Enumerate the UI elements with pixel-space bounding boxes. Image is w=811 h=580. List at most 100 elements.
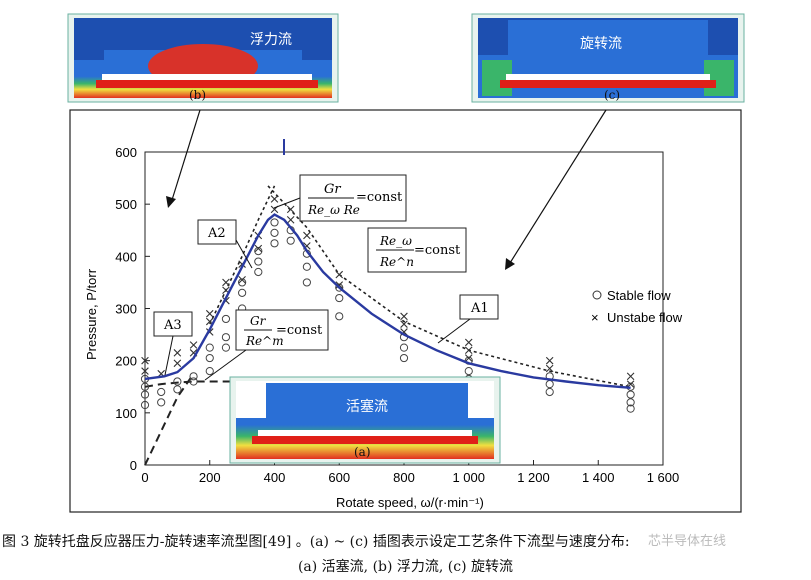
formula-1: Gr Re_ω Re =const	[273, 174, 407, 222]
inset-c-label: (c)	[604, 88, 620, 102]
x-tick-label: 400	[264, 470, 286, 485]
stable-flow-point	[238, 288, 247, 297]
stable-flow-point	[205, 353, 214, 363]
stable-flow-point	[173, 385, 182, 394]
unstable-flow-point	[205, 309, 214, 318]
stable-flow-point	[270, 228, 279, 237]
watermark: 芯半导体在线	[648, 534, 727, 549]
svg-text:Re_ω: Re_ω	[379, 234, 412, 248]
svg-text:=const: =const	[414, 243, 461, 258]
formula-3: Gr Re^m =const	[204, 309, 329, 381]
stable-flow-point	[221, 314, 231, 324]
x-tick-label: 600	[328, 470, 350, 485]
fit-curve	[144, 213, 631, 389]
figure-caption-line2: (a) 活塞流, (b) 浮力流, (c) 旋转流	[297, 559, 514, 575]
unstable-flow-point	[173, 359, 182, 368]
unstable-flow-point	[464, 346, 473, 355]
svg-text:A1: A1	[470, 301, 489, 316]
stable-flow-point	[157, 387, 166, 397]
unstable-flow-point	[545, 356, 554, 365]
inset-b: 浮力流 (b)	[67, 13, 339, 103]
svg-text:A3: A3	[163, 318, 182, 333]
unstable-flow-point	[286, 205, 295, 214]
legend-marker-unstable: ×	[591, 310, 599, 325]
unstable-flow-point	[626, 380, 635, 388]
inset-c-text: 旋转流	[580, 36, 622, 52]
inset-b-text: 浮力流	[250, 32, 292, 48]
stable-flow-point	[189, 377, 198, 386]
legend-marker-stable	[592, 290, 602, 300]
x-tick-label: 200	[199, 470, 221, 485]
y-axis-title: Pressure, P/torr	[84, 268, 99, 360]
unstable-flow-point	[141, 367, 149, 375]
unstable-flow-point	[238, 276, 246, 284]
y-tick-label: 200	[115, 354, 137, 369]
unstable-flow-point	[464, 354, 473, 362]
stable-flow-point	[302, 278, 311, 287]
inset-c: 旋转流 (c)	[471, 13, 745, 103]
formula-2: Re_ω Re^n =const	[367, 227, 467, 273]
unstable-flow-point	[189, 341, 198, 349]
unstable-flow-point	[286, 216, 295, 224]
unstable-flow-point	[400, 312, 408, 321]
y-tick-label: 300	[115, 302, 137, 317]
svg-text:Re_ω Re: Re_ω Re	[307, 203, 360, 217]
stable-flow-point	[254, 267, 263, 277]
svg-text:Gr: Gr	[324, 182, 341, 197]
stable-flow-point	[140, 382, 150, 391]
unstable-flow-point	[464, 338, 473, 347]
svg-text:A2: A2	[207, 226, 226, 241]
unstable-flow-point	[222, 278, 230, 287]
stable-flow-point	[270, 218, 279, 227]
unstable-flow-point	[335, 281, 344, 289]
label-a1: A1	[437, 294, 499, 344]
inset-a-text: 活塞流	[346, 398, 388, 415]
x-axis-title: Rotate speed, ω/(r·min⁻¹)	[336, 495, 484, 510]
legend-unstable: Unstabe flow	[607, 310, 683, 325]
axis-ticks: 0 200 400 600 800 1 000 1 200 1 400 1 600 0 100 200…	[115, 145, 679, 485]
label-a2: A2	[197, 219, 253, 269]
stable-flow-point	[545, 387, 554, 397]
stable-flow-point	[140, 390, 150, 399]
stable-flow-point	[254, 257, 263, 266]
stable-flow-point	[205, 367, 214, 376]
y-tick-label: 0	[130, 458, 137, 473]
svg-text:=const: =const	[356, 190, 403, 205]
stable-flow-point	[626, 404, 635, 413]
y-tick-label: 400	[115, 249, 137, 264]
stable-flow-point	[221, 343, 231, 352]
unstable-flow-point	[545, 364, 554, 373]
stable-flow-point	[140, 400, 150, 410]
figure-canvas: 0 200 400 600 800 1 000 1 200 1 400 1 600 0 100 200…	[67, 13, 745, 513]
unstable-flow-point	[303, 231, 311, 240]
inset-a: 活塞流 (a)	[229, 376, 501, 464]
x-tick-label: 1 000	[452, 470, 485, 485]
y-tick-label: 500	[115, 197, 137, 212]
stable-flow-point	[335, 293, 344, 303]
stable-flow-point	[626, 398, 635, 407]
x-tick-label: 1 600	[647, 470, 680, 485]
stable-flow-point	[270, 239, 279, 248]
legend: Stable flow × Unstabe flow	[591, 288, 683, 325]
unstable-flow-point	[173, 349, 182, 357]
y-tick-label: 600	[115, 145, 137, 160]
stable-flow-point	[464, 367, 473, 376]
svg-text:Re^n: Re^n	[379, 255, 414, 269]
stable-flow-point	[626, 390, 635, 399]
stable-flow-point	[286, 236, 295, 245]
label-a3: A3	[153, 311, 193, 376]
stable-flow-point	[238, 278, 247, 287]
stable-flow-point	[254, 247, 263, 256]
stable-flow-point	[189, 372, 198, 381]
dashed-line-a3	[144, 380, 243, 388]
stable-flow-point	[399, 343, 409, 352]
dashed-line-a3b	[144, 373, 195, 466]
unstable-flow-point	[335, 270, 344, 279]
stable-flow-point	[157, 398, 166, 407]
inset-b-label: (b)	[189, 88, 206, 102]
x-tick-label: 800	[393, 470, 415, 485]
unstable-flow-point	[254, 244, 263, 253]
stable-flow-point	[221, 333, 231, 342]
stable-flow-point	[335, 312, 344, 321]
dashed-line-a1	[267, 185, 631, 388]
